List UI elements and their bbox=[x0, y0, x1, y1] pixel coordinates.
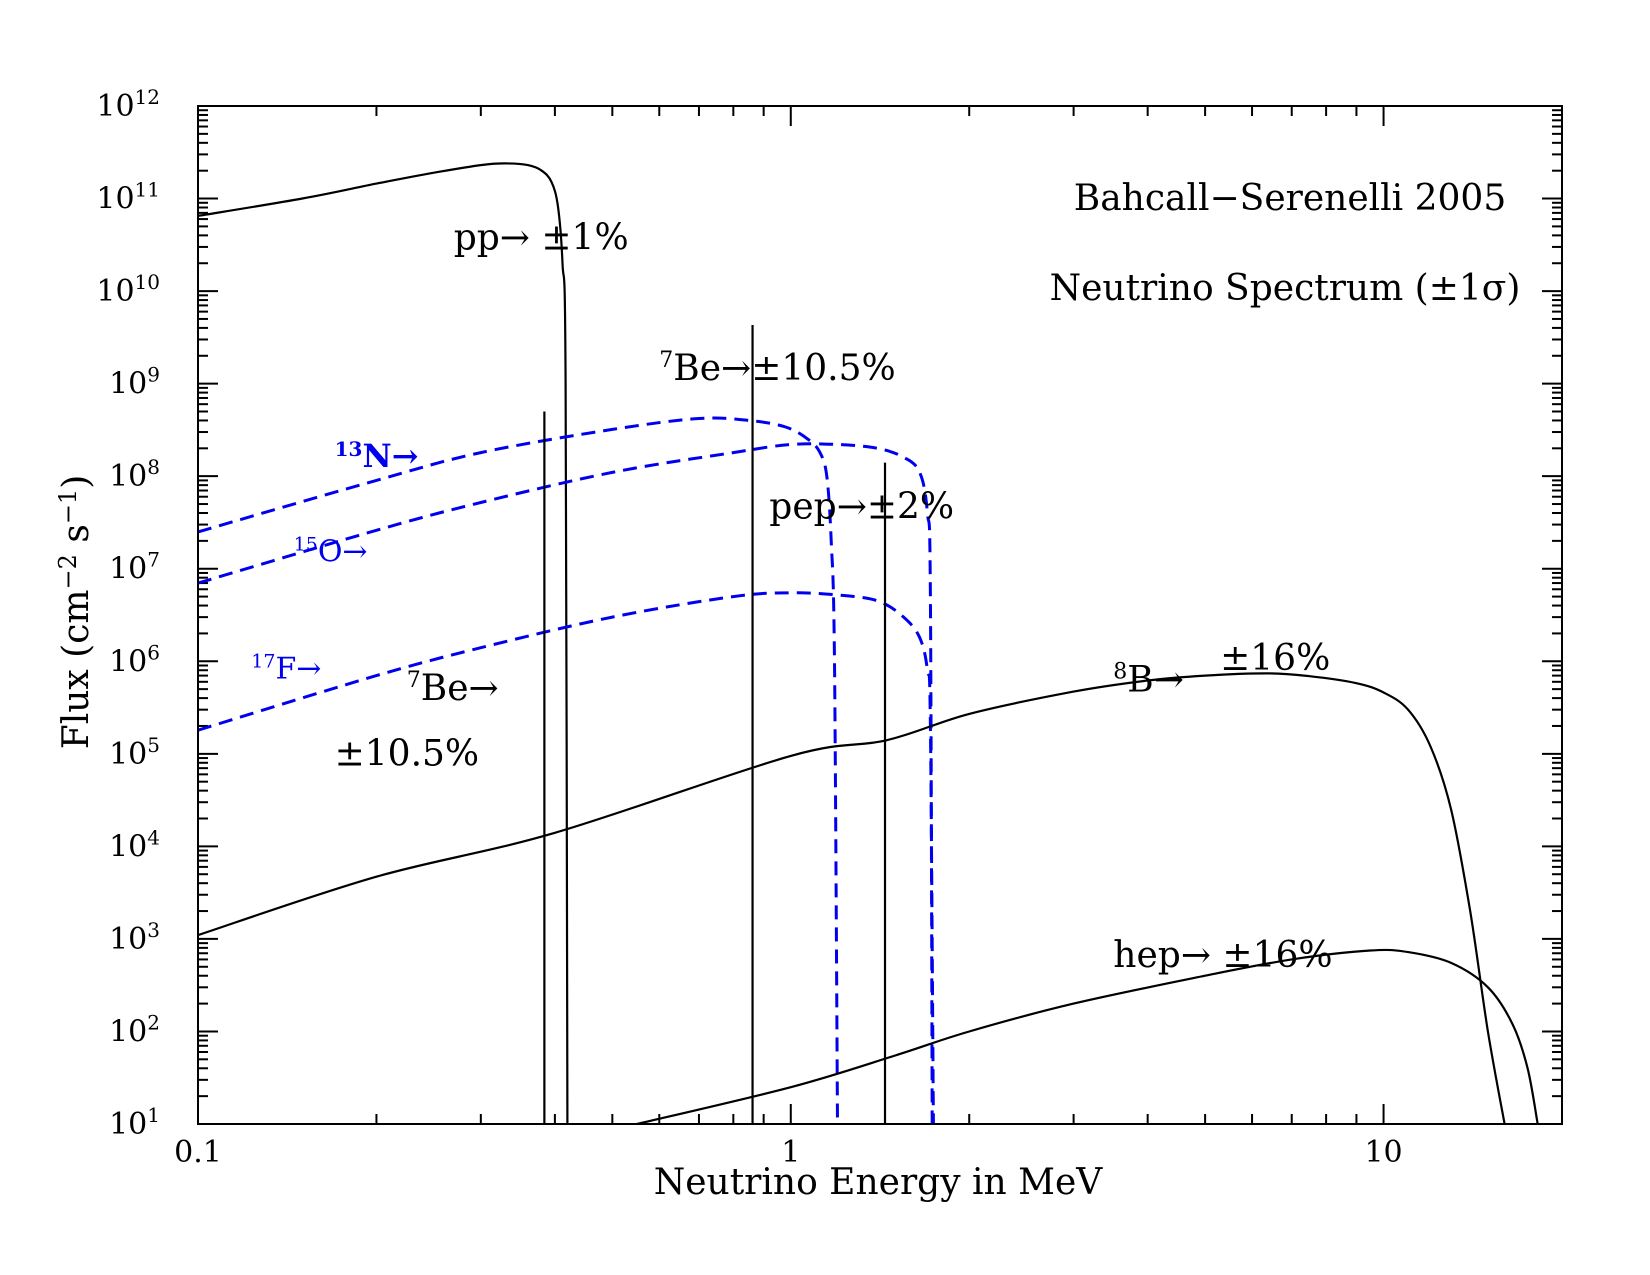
y-tick-label: 101 bbox=[109, 1103, 160, 1142]
annotation-o15: 15O→ bbox=[294, 533, 368, 569]
series-15o bbox=[197, 442, 934, 1125]
annotation-main: B→ bbox=[1127, 660, 1184, 701]
annotation-main: ±10.5% bbox=[335, 733, 480, 774]
y-tick-base: 10 bbox=[109, 737, 147, 772]
annotation-uncertainty: ±2% bbox=[867, 486, 954, 527]
x-axis-label: Neutrino Energy in MeV bbox=[654, 1162, 1104, 1203]
annotation-main: Be→ bbox=[421, 668, 499, 709]
annotation-uncertainty: ±1% bbox=[530, 218, 629, 259]
annotation-main: ±16% bbox=[1220, 638, 1330, 679]
annotation-n13: 13N→ bbox=[335, 437, 419, 475]
annotation-pep: pep→±2% bbox=[769, 486, 954, 527]
series-hep bbox=[636, 948, 1539, 1126]
y-tick-base: 10 bbox=[109, 829, 147, 864]
y-tick-base: 10 bbox=[96, 89, 134, 124]
annotation-superscript: 15 bbox=[294, 533, 318, 555]
annotation-main: pep→ bbox=[769, 486, 867, 527]
y-tick-exponent: 8 bbox=[147, 455, 160, 479]
axis-ticks bbox=[197, 105, 1563, 1125]
y-tick-label: 1010 bbox=[96, 270, 160, 309]
y-tick-exponent: 12 bbox=[135, 85, 160, 109]
annotation-main: pp→ bbox=[454, 218, 530, 259]
chart-title: Bahcall−Serenelli 2005 bbox=[1074, 178, 1507, 219]
series-17f bbox=[197, 591, 935, 1125]
series-13n bbox=[197, 416, 839, 1125]
y-tick-base: 10 bbox=[109, 1107, 147, 1142]
plot-frame bbox=[197, 105, 1563, 1125]
y-tick-label: 105 bbox=[109, 733, 160, 772]
annotation-superscript: 7 bbox=[407, 668, 421, 693]
tick-labels: 0.1 1 101011021031041051061071081091010101… bbox=[96, 85, 1402, 1170]
annotation-superscript: 8 bbox=[1113, 660, 1127, 685]
y-tick-base: 10 bbox=[109, 552, 147, 587]
annotation-b8-unc: ±16% bbox=[1220, 638, 1330, 679]
y-axis-label-suffix: ) bbox=[56, 475, 97, 489]
x-tick-label: 0.1 bbox=[174, 1135, 222, 1170]
y-tick-label: 104 bbox=[109, 825, 160, 864]
y-tick-base: 10 bbox=[109, 367, 147, 402]
annotation-main: F→ bbox=[275, 652, 321, 687]
y-tick-exponent: 6 bbox=[147, 640, 160, 664]
annotation-uncertainty: ±10.5% bbox=[751, 348, 896, 389]
y-tick-exponent: 3 bbox=[147, 918, 160, 942]
annotation-uncertainty: ±16% bbox=[1211, 935, 1333, 976]
annotation-superscript: 13 bbox=[335, 437, 363, 461]
annotation-main: hep→ bbox=[1113, 935, 1211, 976]
annotation-superscript: 7 bbox=[659, 348, 673, 373]
annotation-f17: 17F→ bbox=[251, 651, 321, 687]
y-tick-exponent: 5 bbox=[147, 733, 160, 757]
y-tick-exponent: 11 bbox=[135, 178, 160, 202]
y-tick-exponent: 4 bbox=[147, 825, 160, 849]
y-axis-label-exp1: −2 bbox=[54, 554, 82, 589]
y-axis-label-mid: s bbox=[56, 524, 97, 554]
y-tick-base: 10 bbox=[109, 1014, 147, 1049]
y-tick-exponent: 10 bbox=[135, 270, 160, 294]
y-tick-label: 103 bbox=[109, 918, 160, 957]
y-tick-base: 10 bbox=[109, 644, 147, 679]
y-axis-label: Flux (cm−2 s−1) bbox=[54, 475, 97, 750]
y-tick-label: 1012 bbox=[96, 85, 160, 124]
y-tick-label: 109 bbox=[109, 363, 160, 402]
annotation-main: Be→ bbox=[673, 348, 751, 389]
series-8b bbox=[197, 672, 1506, 1125]
line-spectra-layer bbox=[543, 325, 887, 1124]
chart-subtitle: Neutrino Spectrum (±1σ) bbox=[1050, 268, 1521, 309]
annotation-superscript: 17 bbox=[251, 651, 275, 673]
x-tick-label: 10 bbox=[1364, 1135, 1402, 1170]
y-tick-base: 10 bbox=[96, 182, 134, 217]
y-tick-label: 102 bbox=[109, 1010, 160, 1049]
annotation-pp: pp→ ±1% bbox=[454, 218, 629, 259]
annotation-main: N→ bbox=[362, 437, 418, 475]
y-tick-label: 106 bbox=[109, 640, 160, 679]
y-tick-base: 10 bbox=[96, 274, 134, 309]
y-tick-label: 107 bbox=[109, 548, 160, 587]
y-tick-label: 1011 bbox=[96, 178, 160, 217]
y-tick-label: 108 bbox=[109, 455, 160, 494]
annotation-be7-high: 7Be→±10.5% bbox=[659, 348, 895, 389]
annotation-main: O→ bbox=[318, 534, 368, 569]
y-tick-base: 10 bbox=[109, 922, 147, 957]
x-tick-label: 1 bbox=[781, 1135, 800, 1170]
y-tick-exponent: 1 bbox=[147, 1103, 160, 1127]
annotation-b8: 8B→ bbox=[1113, 660, 1184, 701]
y-tick-base: 10 bbox=[109, 459, 147, 494]
annotations: pp→ ±1%7Be→±10.5%pep→±2%13N→15O→17F→ 7Be→… bbox=[251, 218, 1332, 976]
series-pp bbox=[197, 162, 569, 1125]
annotation-be7-low-unc: ±10.5% bbox=[335, 733, 480, 774]
y-axis-label-prefix: Flux (cm bbox=[56, 589, 97, 749]
y-tick-exponent: 7 bbox=[147, 548, 160, 572]
annotation-be7-low: 7Be→ bbox=[407, 668, 499, 709]
annotation-hep: hep→ ±16% bbox=[1113, 935, 1332, 976]
series-layer bbox=[197, 162, 1539, 1126]
y-axis-label-exp2: −1 bbox=[54, 489, 82, 524]
y-tick-exponent: 2 bbox=[147, 1010, 160, 1034]
y-tick-exponent: 9 bbox=[147, 363, 160, 387]
